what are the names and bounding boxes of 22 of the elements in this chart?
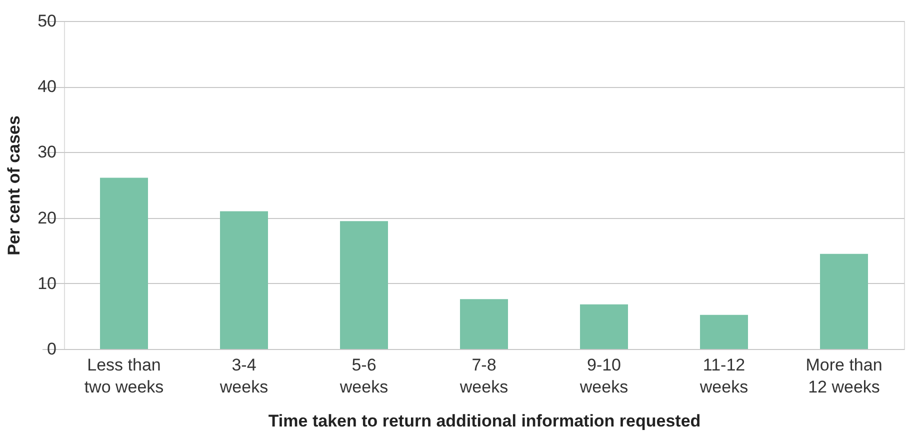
y-tick-label: 30	[38, 142, 56, 162]
y-tick-label: 0	[47, 340, 56, 358]
x-tick-label: Less than two weeks	[84, 356, 164, 396]
x-tick-label: 5-6 weeks	[338, 356, 388, 396]
y-tick-label: 40	[38, 77, 56, 96]
x-tick-label: 7-8 weeks	[458, 356, 508, 396]
x-tick-label: 3-4 weeks	[218, 356, 268, 396]
x-axis-title: Time taken to return additional information requested	[268, 412, 701, 430]
x-tick-label: 11-12 weeks	[698, 356, 748, 396]
y-axis-title: Per cent of cases	[4, 116, 24, 256]
y-tick-label: 10	[38, 274, 56, 293]
bar	[820, 254, 868, 349]
bar	[340, 221, 388, 349]
bar	[100, 178, 148, 349]
x-tick-label: More than 12 weeks	[806, 356, 882, 396]
x-tick-label: 9-10 weeks	[578, 356, 628, 396]
bar	[700, 314, 748, 349]
bar	[460, 299, 508, 349]
y-tick-label: 20	[38, 208, 56, 228]
y-tick-label: 50	[38, 12, 56, 30]
bar	[220, 211, 268, 349]
bar	[580, 304, 628, 349]
